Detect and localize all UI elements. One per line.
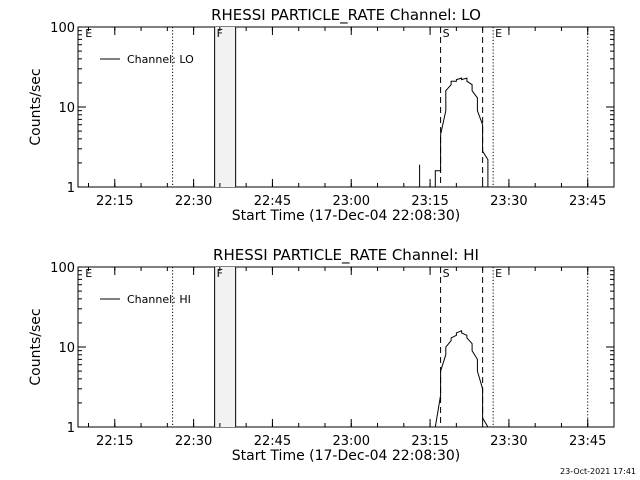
generation-timestamp: 23-Oct-2021 17:41 <box>560 467 636 476</box>
chart-title: RHESSI PARTICLE_RATE Channel: LO <box>211 6 481 25</box>
x-tick-label: 23:45 <box>569 434 606 449</box>
x-tick-label: 22:45 <box>254 194 291 209</box>
flare-shading <box>214 267 236 427</box>
region-label-e: E <box>85 267 92 280</box>
region-label-e: E <box>85 27 92 40</box>
series-line-hi <box>434 329 489 428</box>
x-tick-label: 23:00 <box>333 194 370 209</box>
x-tick-label: 23:30 <box>490 434 527 449</box>
panel-lo-channel: RHESSI PARTICLE_RATE Channel: LO E F S E 1 10 1… <box>28 6 615 224</box>
x-tick-label: 22:15 <box>96 194 133 209</box>
y-axis-label: Counts/sec <box>28 308 44 385</box>
region-label-s: S <box>443 27 450 40</box>
y-tick-label: 1 <box>67 421 75 436</box>
plot-frame <box>77 266 615 428</box>
region-label-f: F <box>217 27 223 40</box>
x-tick-label: 22:45 <box>254 434 291 449</box>
panel-hi-channel: RHESSI PARTICLE_RATE Channel: HI E F S E 1 10 1… <box>28 246 615 464</box>
legend-label: Channel: HI <box>127 293 191 306</box>
x-tick-label: 23:15 <box>411 194 448 209</box>
x-axis-label: Start Time (17-Dec-04 22:08:30) <box>232 448 460 464</box>
x-tick-label: 23:30 <box>490 194 527 209</box>
region-label-f: F <box>217 267 223 280</box>
x-tick-label: 22:30 <box>175 194 212 209</box>
legend-label: Channel: LO <box>127 53 194 66</box>
x-tick-label: 22:30 <box>175 434 212 449</box>
region-label-e: E <box>495 267 502 280</box>
x-tick-label: 23:00 <box>333 434 370 449</box>
flare-shading <box>214 27 236 187</box>
x-tick-label: 23:15 <box>411 434 448 449</box>
x-axis-label: Start Time (17-Dec-04 22:08:30) <box>232 208 460 224</box>
x-tick-label: 23:45 <box>569 194 606 209</box>
y-tick-label: 10 <box>58 101 75 116</box>
y-tick-label: 100 <box>50 21 75 36</box>
region-label-s: S <box>443 267 450 280</box>
series-line-lo <box>419 77 489 188</box>
region-label-e: E <box>495 27 502 40</box>
y-axis-label: Counts/sec <box>28 68 44 145</box>
chart-title: RHESSI PARTICLE_RATE Channel: HI <box>213 246 479 265</box>
plot-frame <box>77 26 615 188</box>
y-tick-label: 10 <box>58 341 75 356</box>
x-tick-label: 22:15 <box>96 434 133 449</box>
y-tick-label: 100 <box>50 261 75 276</box>
y-tick-label: 1 <box>67 181 75 196</box>
